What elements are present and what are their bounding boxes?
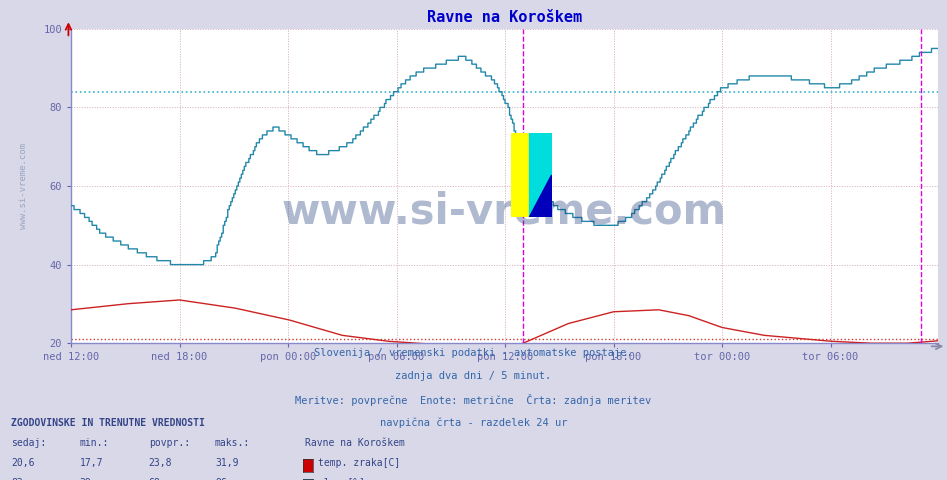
Text: 83: 83 [11, 478, 23, 480]
Text: povpr.:: povpr.: [149, 438, 189, 448]
Text: zadnja dva dni / 5 minut.: zadnja dva dni / 5 minut. [396, 371, 551, 381]
Text: Meritve: povprečne  Enote: metrične  Črta: zadnja meritev: Meritve: povprečne Enote: metrične Črta:… [295, 394, 652, 406]
Text: maks.:: maks.: [215, 438, 250, 448]
Text: www.si-vreme.com: www.si-vreme.com [19, 143, 27, 229]
Text: Ravne na Koroškem: Ravne na Koroškem [305, 438, 404, 448]
Text: 68: 68 [149, 478, 160, 480]
Text: temp. zraka[C]: temp. zraka[C] [318, 458, 401, 468]
Text: Slovenija / vremenski podatki - avtomatske postaje.: Slovenija / vremenski podatki - avtomats… [314, 348, 633, 358]
Text: navpična črta - razdelek 24 ur: navpična črta - razdelek 24 ur [380, 417, 567, 428]
Text: www.si-vreme.com: www.si-vreme.com [282, 190, 726, 232]
Text: 20,6: 20,6 [11, 458, 35, 468]
Text: 17,7: 17,7 [80, 458, 103, 468]
Text: ZGODOVINSKE IN TRENUTNE VREDNOSTI: ZGODOVINSKE IN TRENUTNE VREDNOSTI [11, 418, 205, 428]
Text: 96: 96 [215, 478, 226, 480]
Polygon shape [529, 132, 551, 217]
Title: Ravne na Koroškem: Ravne na Koroškem [427, 10, 581, 25]
Text: 39: 39 [80, 478, 91, 480]
Text: min.:: min.: [80, 438, 109, 448]
Text: vlaga[%]: vlaga[%] [318, 478, 366, 480]
Polygon shape [529, 175, 551, 217]
Text: 23,8: 23,8 [149, 458, 172, 468]
Text: sedaj:: sedaj: [11, 438, 46, 448]
Text: 31,9: 31,9 [215, 458, 239, 468]
Polygon shape [511, 132, 529, 217]
